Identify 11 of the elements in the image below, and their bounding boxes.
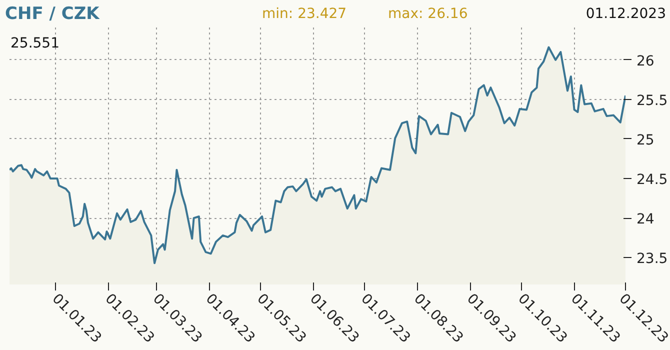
y-tick-label: 23.5 [636,251,668,268]
text: 01.12.2023 [586,5,666,24]
text: min: 23.427 [262,5,347,24]
y-tick-label: 24.5 [636,172,668,188]
y-tick-label: 25 [636,132,654,148]
annotation: 25.551 [10,36,60,52]
text: max: 26.16 [388,5,468,24]
y-tick-label: 24 [636,212,654,228]
chart-title: CHF / CZK [5,3,100,26]
y-tick-label: 25.5 [636,92,668,109]
y-tick-label: 26 [636,53,654,70]
